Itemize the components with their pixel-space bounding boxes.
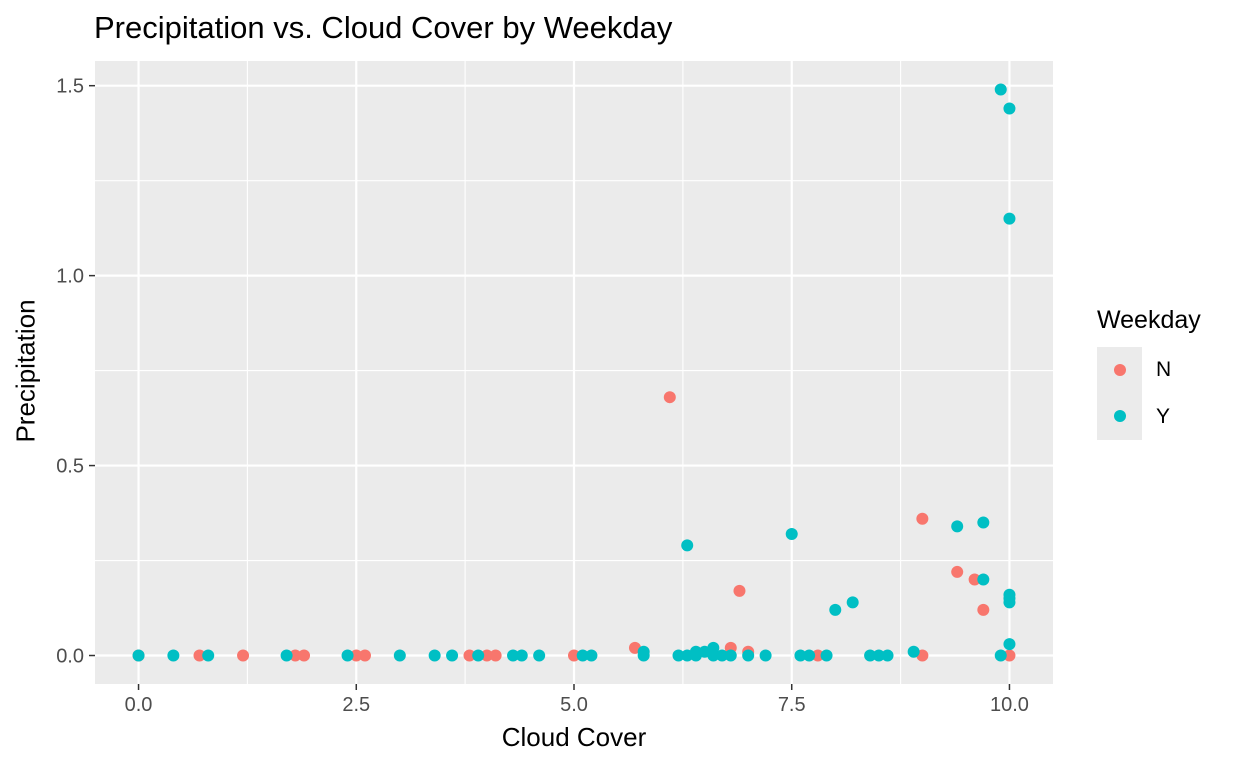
- legend-dot-n: [1114, 364, 1126, 376]
- legend-label-n: N: [1156, 358, 1172, 381]
- data-point-y: [794, 649, 807, 662]
- data-point-y: [724, 649, 737, 662]
- data-point-n: [237, 649, 250, 662]
- data-point-n: [289, 649, 302, 662]
- data-point-y: [672, 649, 685, 662]
- data-point-y: [132, 649, 145, 662]
- data-point-y: [637, 649, 650, 662]
- data-point-n: [1003, 649, 1016, 662]
- data-point-y: [846, 596, 859, 609]
- data-point-n: [480, 649, 493, 662]
- data-point-y: [759, 649, 772, 662]
- legend-key-n: [1097, 347, 1142, 393]
- data-point-y: [472, 649, 485, 662]
- y-axis-label: Precipitation: [10, 299, 41, 443]
- data-point-y: [951, 520, 964, 533]
- data-point-y: [716, 649, 729, 662]
- x-tick-label: 10.0: [990, 694, 1029, 716]
- data-point-y: [446, 649, 459, 662]
- y-tick-label: 1.0: [56, 266, 84, 288]
- data-point-y: [864, 649, 877, 662]
- data-point-n: [350, 649, 363, 662]
- data-point-y: [994, 83, 1007, 96]
- data-point-n: [968, 573, 981, 586]
- data-point-y: [881, 649, 894, 662]
- data-point-y: [280, 649, 293, 662]
- data-points: [132, 83, 1016, 662]
- y-tick-label: 0.0: [56, 646, 84, 668]
- data-point-n: [463, 649, 476, 662]
- data-point-n: [663, 391, 676, 404]
- data-point-n: [193, 649, 206, 662]
- data-point-y: [977, 573, 990, 586]
- x-tick-label: 2.5: [342, 694, 370, 716]
- data-point-y: [393, 649, 406, 662]
- legend-label-y: Y: [1156, 405, 1171, 428]
- data-point-n: [358, 649, 371, 662]
- x-tick-label: 0.0: [125, 694, 153, 716]
- data-point-n: [489, 649, 502, 662]
- data-point-y: [872, 649, 885, 662]
- data-point-n: [951, 565, 964, 578]
- data-point-y: [907, 645, 920, 658]
- data-point-y: [1003, 212, 1016, 225]
- data-point-y: [681, 539, 694, 552]
- data-point-y: [785, 527, 798, 540]
- data-point-y: [742, 649, 755, 662]
- x-tick-label: 5.0: [560, 694, 588, 716]
- data-point-y: [1003, 102, 1016, 115]
- data-point-n: [916, 512, 929, 525]
- x-axis: 0.0 2.5 5.0 7.5 10.0: [125, 684, 1029, 716]
- data-point-n: [568, 649, 580, 662]
- y-axis: 0.0 0.5 1.0 1.5: [56, 76, 95, 668]
- data-point-y: [507, 649, 520, 662]
- data-point-y: [167, 649, 180, 662]
- data-point-n: [977, 603, 990, 616]
- data-point-y: [994, 649, 1007, 662]
- data-point-y: [1003, 638, 1016, 651]
- x-tick-label: 7.5: [778, 694, 806, 716]
- y-tick-label: 1.5: [56, 76, 84, 98]
- x-axis-label: Cloud Cover: [501, 722, 647, 752]
- data-point-y: [585, 649, 598, 662]
- data-point-n: [811, 649, 824, 662]
- data-point-y: [977, 516, 990, 529]
- data-point-y: [829, 603, 842, 616]
- data-point-y: [428, 649, 441, 662]
- data-point-y: [515, 649, 528, 662]
- legend-key-y: [1097, 393, 1142, 439]
- legend-dot-y: [1114, 410, 1126, 422]
- data-point-y: [820, 649, 833, 662]
- chart-title: Precipitation vs. Cloud Cover by Weekday: [94, 10, 673, 45]
- data-point-y: [1003, 596, 1016, 609]
- data-point-y: [202, 649, 215, 662]
- legend-keys: [1097, 347, 1142, 440]
- legend-title: Weekday: [1097, 306, 1201, 334]
- data-point-y: [803, 649, 816, 662]
- y-tick-label: 0.5: [56, 456, 84, 478]
- major-gridlines: [95, 61, 1053, 684]
- data-point-y: [576, 649, 589, 662]
- data-point-n: [733, 584, 746, 597]
- data-point-y: [533, 649, 546, 662]
- data-point-y: [341, 649, 354, 662]
- data-point-y: [707, 649, 720, 662]
- data-point-n: [298, 649, 311, 662]
